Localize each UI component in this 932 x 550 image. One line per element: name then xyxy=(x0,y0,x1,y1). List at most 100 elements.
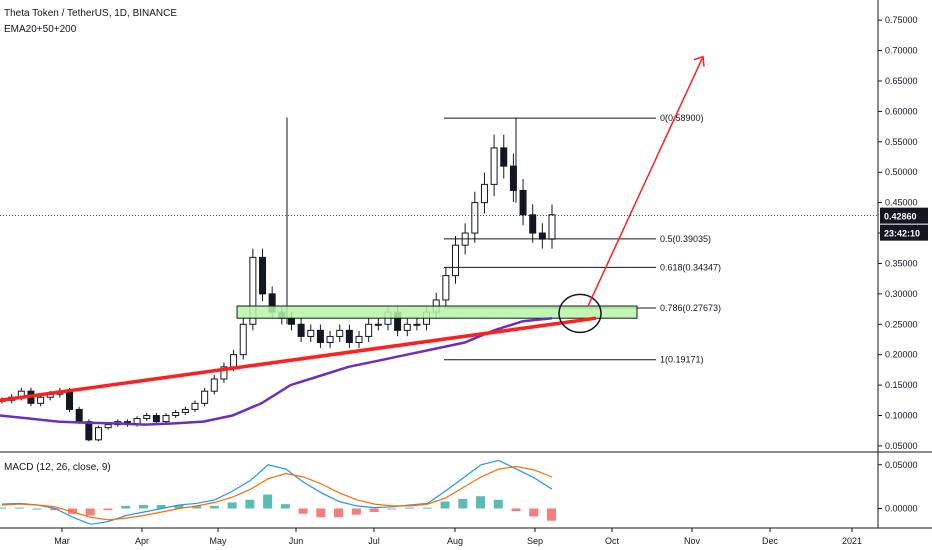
candle-body xyxy=(104,424,112,429)
candle-body xyxy=(480,183,488,204)
candle-body xyxy=(220,366,228,380)
macd-histogram-bar xyxy=(405,507,415,509)
macd-histogram-bar xyxy=(67,508,77,514)
macd-histogram-bar xyxy=(369,508,379,512)
candle-body xyxy=(37,396,45,404)
candle-body xyxy=(307,329,315,337)
price-tick-label: 0.25000 xyxy=(885,319,918,329)
candle-body xyxy=(191,402,199,410)
macd-histogram-bar xyxy=(476,496,486,509)
candle-body xyxy=(259,256,267,295)
candle-body xyxy=(452,244,460,277)
price-tick-label: 0.50000 xyxy=(885,167,918,177)
candle-body xyxy=(538,232,546,240)
candle-body xyxy=(210,378,218,392)
fib-level-label: 0.5(0.39035) xyxy=(660,234,711,244)
macd-tick-label: 0.00000 xyxy=(885,504,918,514)
price-tick-label: 0.65000 xyxy=(885,76,918,86)
support-zone-box xyxy=(236,305,638,319)
time-tick-label: Jul xyxy=(368,536,380,546)
ema200-line xyxy=(0,316,553,426)
price-tick-label: 0.20000 xyxy=(885,350,918,360)
time-tick-label: Mar xyxy=(54,536,70,546)
price-tick-label: 0.45000 xyxy=(885,198,918,208)
price-tick-label: 0.70000 xyxy=(885,46,918,56)
price-tick-label: 0.10000 xyxy=(885,411,918,421)
macd-histogram-bar xyxy=(529,508,539,517)
candle-body xyxy=(442,275,450,301)
candle-body xyxy=(162,415,170,423)
price-tick-label: 0.75000 xyxy=(885,15,918,25)
candle-body xyxy=(66,390,74,410)
macd-histogram-bar xyxy=(156,505,166,509)
price-tick-label: 0.30000 xyxy=(885,289,918,299)
time-tick-label: Jun xyxy=(289,536,304,546)
candle-body xyxy=(94,427,102,441)
time-tick-label: Nov xyxy=(684,536,701,546)
candle-body xyxy=(548,214,556,240)
macd-histogram-bar xyxy=(227,502,237,509)
legend-ema: EMA20+50+200 xyxy=(4,24,77,35)
time-tick-label: Apr xyxy=(135,536,149,546)
macd-histogram-bar xyxy=(511,508,521,512)
current-price-label: 0.42860 xyxy=(884,212,917,222)
candle-body xyxy=(172,411,180,417)
candle-body xyxy=(181,408,189,413)
macd-histogram-bar xyxy=(334,508,344,518)
candle-body xyxy=(143,415,151,420)
confluence-ellipse xyxy=(558,293,602,334)
macd-histogram-bar xyxy=(316,508,326,518)
candle-body xyxy=(336,329,344,337)
countdown-label-bg xyxy=(880,224,928,241)
time-tick-label: Dec xyxy=(762,536,779,546)
macd-histogram-bar xyxy=(440,501,450,509)
candle-body xyxy=(230,354,238,368)
candle-body xyxy=(374,323,382,326)
macd-histogram-bar xyxy=(32,508,42,510)
macd-histogram-bar xyxy=(121,505,131,509)
macd-histogram-bar xyxy=(245,499,255,509)
candle-body xyxy=(365,323,373,337)
legend-title: Theta Token / TetherUS, 1D, BINANCE xyxy=(4,8,178,19)
macd-histogram-bar xyxy=(50,508,60,511)
macd-histogram-bar xyxy=(85,508,95,516)
fib-level-label: 0.618(0.34347) xyxy=(660,262,721,272)
fib-level-label: 0.786(0.27673) xyxy=(660,303,721,313)
time-tick-label: Oct xyxy=(605,536,620,546)
macd-histogram-bar xyxy=(174,505,184,509)
macd-histogram-bar xyxy=(263,494,273,509)
candle-body xyxy=(249,256,257,325)
candle-body xyxy=(297,323,305,337)
price-tick-label: 0.35000 xyxy=(885,258,918,268)
candle-body xyxy=(529,214,537,234)
candle-body xyxy=(519,189,527,216)
macd-histogram-bar xyxy=(493,499,503,509)
macd-histogram-bar xyxy=(351,508,361,515)
candle-body xyxy=(490,147,498,185)
macd-histogram-bar xyxy=(547,508,556,521)
legend-macd: MACD (12, 26, close, 9) xyxy=(4,462,111,473)
candle-body xyxy=(355,335,363,344)
candle-body xyxy=(239,323,247,356)
fib-level-label: 1(0.19171) xyxy=(660,355,704,365)
candle-body xyxy=(75,408,83,423)
target-arrow-head xyxy=(693,55,705,67)
macd-histogram-bar xyxy=(0,507,6,509)
macd-histogram-bar xyxy=(298,508,308,514)
current-price-label-bg xyxy=(880,207,928,224)
macd-histogram-bar xyxy=(209,505,219,509)
countdown-label: 23:42:10 xyxy=(884,229,920,239)
macd-signal-line xyxy=(1,465,553,521)
candle-body xyxy=(287,317,295,325)
candle-body xyxy=(403,323,411,331)
macd-tick-label: 0.05000 xyxy=(885,460,918,470)
candle-body xyxy=(471,202,479,234)
price-tick-label: 0.60000 xyxy=(885,106,918,116)
candle-body xyxy=(316,329,324,344)
macd-histogram-bar xyxy=(138,505,148,509)
candle-body xyxy=(345,329,353,344)
macd-histogram-bar xyxy=(14,507,24,509)
macd-histogram-bar xyxy=(458,498,468,509)
